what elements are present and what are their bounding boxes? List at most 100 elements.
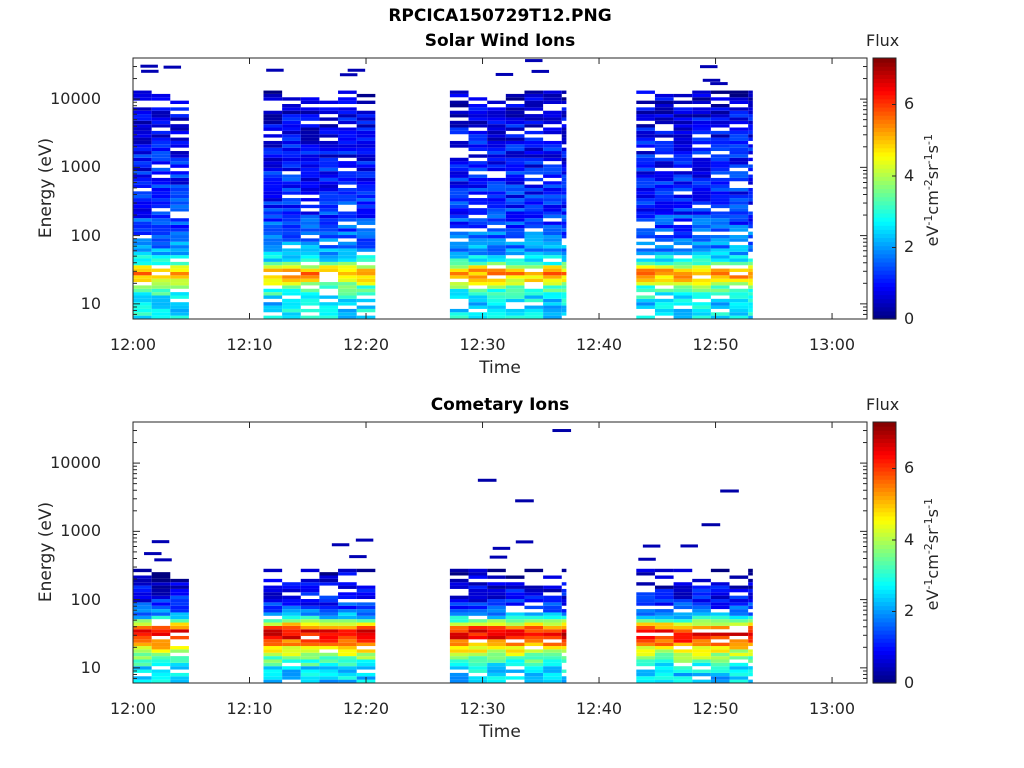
panel2-heatmap-cell [543,602,562,606]
panel2-heatmap-cell [282,652,301,657]
panel2-heatmap-cell [263,625,283,630]
panel1-colorbar-segment [873,176,896,181]
panel2-isolated-point [477,478,497,482]
panel1-heatmap-cell [263,161,283,165]
panel2-heatmap-cell [524,605,544,610]
panel2-heatmap-cell [654,649,674,653]
panel2-heatmap-cell [692,642,711,647]
panel1-heatmap-cell [710,271,730,276]
panel2-heatmap-cell [636,646,655,650]
panel2-heatmap-cell [692,669,711,673]
panel2-heatmap-cell [133,676,152,680]
panel1-heatmap-cell [151,218,171,222]
panel1-heatmap-cell [338,251,357,256]
panel2-heatmap-cell [729,679,749,683]
panel1-heatmap-cell [654,312,674,316]
panel1-heatmap-cell [263,251,283,256]
panel1-heatmap-cell [133,245,152,249]
panel2-colorbar-segment [873,430,896,435]
panel2-heatmap-cell [524,666,544,670]
panel2-heatmap-cell [151,669,171,673]
panel1-heatmap-cell [505,228,525,232]
panel1-heatmap-cell [543,151,562,155]
panel2-heatmap-cell [151,612,171,616]
panel2-colorbar-segment [873,654,896,660]
panel1-heatmap-cell [170,100,189,104]
panel2-heatmap-cell [487,595,506,600]
panel1-heatmap-cell [543,171,562,175]
panel2-heatmap-cell [505,676,525,680]
panel2-heatmap-cell [673,639,693,643]
panel1-heatmap-cell [636,144,655,148]
panel1-heatmap-cell [133,275,152,279]
panel2-heatmap-cell [338,659,357,663]
panel2-heatmap-cell [449,599,469,603]
panel2-heatmap-cell [468,646,488,650]
panel2-heatmap-cell [729,605,749,610]
panel1-heatmap-cell [282,265,301,269]
panel2-heatmap-cell [561,679,567,683]
panel1-heatmap-cell [449,177,469,182]
panel1-heatmap-cell [133,161,152,165]
panel1-heatmap-cell [151,224,171,229]
panel2-heatmap-cell [133,635,152,640]
panel1-heatmap-cell [338,187,357,192]
panel1-heatmap-cell [561,285,567,289]
panel1-heatmap-cell [561,292,567,296]
panel1-heatmap-cell [654,107,674,111]
panel1-heatmap-cell [338,100,357,104]
panel2-heatmap-cell [673,615,693,620]
panel1-heatmap-cell [673,134,693,138]
panel2-heatmap-cell [151,629,171,633]
panel1-heatmap-cell [133,110,152,115]
panel2-heatmap-cell [692,672,711,677]
panel2-heatmap-cell [300,656,320,660]
panel2-heatmap-cell [300,679,320,683]
panel2-heatmap-cell [338,572,357,576]
panel1-xtick-label: 12:40 [575,335,623,354]
panel2-heatmap-cell [133,656,152,660]
panel1-xtick-label: 13:00 [808,335,856,354]
panel2-heatmap-cell [468,669,488,673]
panel1-heatmap-cell [673,295,693,299]
panel1-heatmap-cell [729,134,749,138]
panel2-heatmap-cell [710,649,730,653]
panel1-heatmap-cell [505,114,525,118]
panel2-heatmap-cell [636,582,655,586]
panel1-colorbar-segment [873,310,896,316]
panel2-heatmap-cell [263,676,283,680]
panel2-heatmap-cell [282,672,301,677]
panel1-heatmap-cell [300,187,320,192]
panel1-colorbar-tick-label: 4 [904,165,915,185]
panel1-heatmap-cell [487,315,506,319]
panel2-colorbar-segment [873,581,896,586]
panel1-heatmap-cell [543,194,562,199]
panel1-heatmap-cell [487,278,506,283]
panel2-sparse-streak [680,544,698,548]
panel2-heatmap-cell [263,629,283,633]
panel2-heatmap-cell [673,585,693,589]
panel1-heatmap-cell [636,295,655,299]
panel2-colorbar-segment [873,479,896,484]
panel1-heatmap-cell [263,268,283,272]
panel1-heatmap-cell [170,114,189,118]
panel2-heatmap-cell [468,582,488,586]
panel2-xtick-label: 12:00 [109,699,157,718]
panel1-heatmap-cell [524,114,544,118]
panel1-heatmap-cell [151,221,171,225]
panel1-heatmap-cell [282,110,301,115]
panel1-heatmap-cell [524,177,544,182]
panel1-heatmap-cell [710,235,730,239]
panel1-heatmap-cell [151,161,171,165]
panel1-heatmap-cell [133,184,152,188]
panel2-heatmap-cell [543,622,562,626]
panel2-colorbar-tick-label: 6 [904,458,915,478]
panel1-heatmap-cell [170,305,189,309]
panel1-heatmap-cell [338,261,357,266]
panel1-colorbar-segment [873,106,896,112]
panel1-heatmap-cell [319,305,339,309]
panel1-heatmap-cell [170,177,189,182]
panel1-heatmap-cell [543,130,562,135]
panel1-heatmap-cell [263,181,283,185]
panel2-heatmap-cell [338,639,357,643]
